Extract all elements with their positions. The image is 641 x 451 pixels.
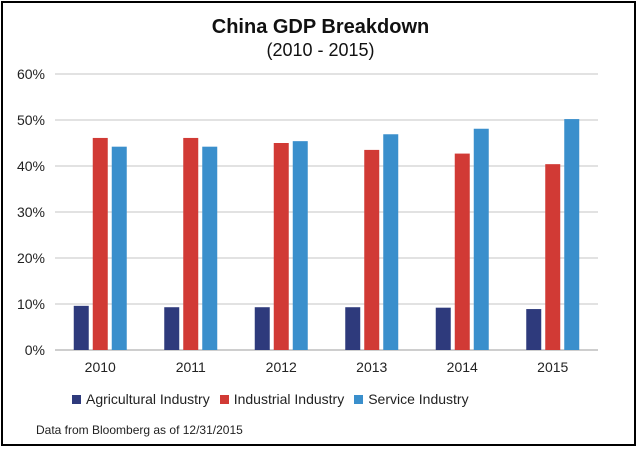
bar-service-2010 (111, 146, 127, 350)
x-tick-label-2010: 2010 (85, 359, 116, 375)
bar-agricultural-2014 (435, 307, 451, 350)
y-tick-label-30: 30% (17, 204, 45, 220)
bar-service-2011 (202, 146, 218, 350)
legend-swatch-service (354, 394, 364, 404)
legend-label-industrial: Industrial Industry (233, 391, 345, 407)
y-tick-label-0: 0% (25, 342, 45, 358)
legend-swatch-agricultural (72, 394, 81, 404)
x-tick-label-2013: 2013 (356, 359, 387, 375)
source-note: Data from Bloomberg as of 12/31/2015 (36, 423, 243, 437)
bar-industrial-2011 (183, 137, 199, 350)
legend: Agricultural Industry Industrial Industr… (72, 391, 479, 407)
bar-industrial-2010 (92, 137, 108, 350)
bar-agricultural-2012 (254, 307, 270, 350)
legend-label-service: Service Industry (368, 391, 469, 407)
bar-industrial-2015 (545, 164, 561, 350)
legend-swatch-industrial (219, 394, 229, 404)
y-tick-label-60: 60% (17, 66, 45, 82)
bar-service-2014 (473, 128, 489, 350)
bar-industrial-2013 (364, 149, 380, 350)
bar-service-2015 (564, 119, 580, 350)
bar-industrial-2014 (454, 153, 470, 350)
chart-subtitle: (2010 - 2015) (266, 40, 375, 60)
chart-title: China GDP Breakdown (211, 16, 430, 38)
y-tick-label-40: 40% (17, 158, 45, 174)
x-tick-label-2011: 2011 (176, 359, 206, 375)
x-tick-label-2014: 2014 (447, 359, 478, 375)
legend-item-agricultural: Agricultural Industry (72, 391, 210, 407)
bar-agricultural-2011 (164, 307, 180, 350)
legend-item-industrial: Industrial Industry (219, 391, 345, 407)
y-tick-label-10: 10% (17, 296, 45, 312)
bar-agricultural-2013 (345, 307, 361, 350)
y-tick-label-20: 20% (17, 250, 45, 266)
x-tick-label-2012: 2012 (266, 359, 297, 375)
bar-agricultural-2015 (526, 309, 542, 350)
bar-service-2012 (292, 141, 308, 350)
bar-service-2013 (383, 134, 399, 350)
y-tick-label-50: 50% (17, 112, 45, 128)
legend-item-service: Service Industry (354, 391, 469, 407)
x-tick-label-2015: 2015 (537, 359, 568, 375)
bar-industrial-2012 (273, 143, 289, 350)
legend-label-agricultural: Agricultural Industry (86, 391, 210, 407)
bar-agricultural-2010 (73, 305, 89, 350)
